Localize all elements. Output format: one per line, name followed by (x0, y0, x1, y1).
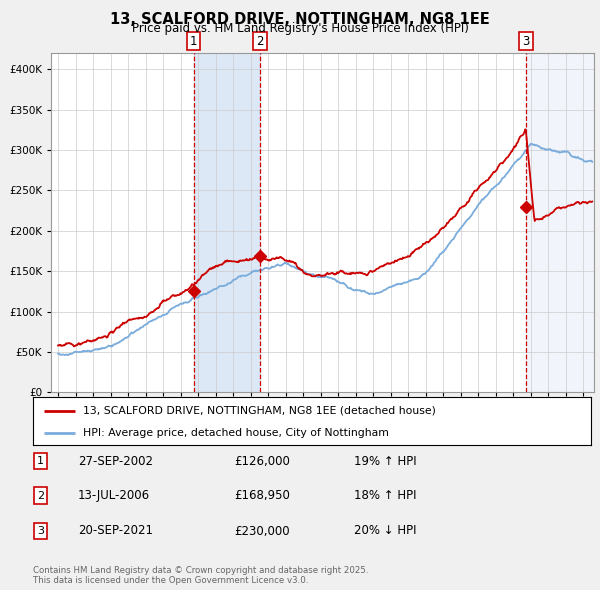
Text: 27-SEP-2002: 27-SEP-2002 (78, 455, 153, 468)
Text: HPI: Average price, detached house, City of Nottingham: HPI: Average price, detached house, City… (83, 428, 389, 438)
Text: 3: 3 (523, 35, 530, 48)
Text: 13-JUL-2006: 13-JUL-2006 (78, 489, 150, 502)
Text: £126,000: £126,000 (234, 455, 290, 468)
Text: 18% ↑ HPI: 18% ↑ HPI (354, 489, 416, 502)
Text: 1: 1 (37, 457, 44, 466)
Text: 2: 2 (37, 491, 44, 500)
Text: 20-SEP-2021: 20-SEP-2021 (78, 525, 153, 537)
Text: 13, SCALFORD DRIVE, NOTTINGHAM, NG8 1EE: 13, SCALFORD DRIVE, NOTTINGHAM, NG8 1EE (110, 12, 490, 27)
Text: £230,000: £230,000 (234, 525, 290, 537)
Text: 19% ↑ HPI: 19% ↑ HPI (354, 455, 416, 468)
Text: £168,950: £168,950 (234, 489, 290, 502)
Text: 1: 1 (190, 35, 197, 48)
Text: 2: 2 (256, 35, 264, 48)
Bar (194, 53, 260, 392)
Text: 3: 3 (37, 526, 44, 536)
Bar (526, 53, 594, 392)
Text: Price paid vs. HM Land Registry's House Price Index (HPI): Price paid vs. HM Land Registry's House … (131, 22, 469, 35)
Text: 20% ↓ HPI: 20% ↓ HPI (354, 525, 416, 537)
Text: Contains HM Land Registry data © Crown copyright and database right 2025.
This d: Contains HM Land Registry data © Crown c… (33, 566, 368, 585)
Text: 13, SCALFORD DRIVE, NOTTINGHAM, NG8 1EE (detached house): 13, SCALFORD DRIVE, NOTTINGHAM, NG8 1EE … (83, 405, 436, 415)
